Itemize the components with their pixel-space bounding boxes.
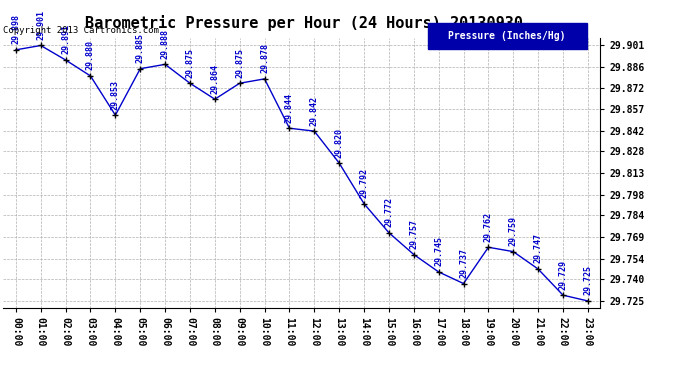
Text: Pressure (Inches/Hg): Pressure (Inches/Hg) bbox=[448, 31, 566, 40]
Text: 29.762: 29.762 bbox=[484, 212, 493, 242]
Text: 29.820: 29.820 bbox=[335, 128, 344, 158]
Text: 29.842: 29.842 bbox=[310, 96, 319, 126]
Text: 29.875: 29.875 bbox=[235, 48, 244, 78]
Text: 29.729: 29.729 bbox=[558, 260, 567, 290]
Text: 29.772: 29.772 bbox=[384, 197, 393, 227]
Text: 29.853: 29.853 bbox=[111, 80, 120, 110]
Text: 29.759: 29.759 bbox=[509, 216, 518, 246]
Text: 29.875: 29.875 bbox=[186, 48, 195, 78]
Text: 29.888: 29.888 bbox=[161, 29, 170, 59]
Text: 29.880: 29.880 bbox=[86, 40, 95, 70]
Text: 29.745: 29.745 bbox=[434, 236, 443, 266]
Text: 29.885: 29.885 bbox=[136, 33, 145, 63]
Text: Barometric Pressure per Hour (24 Hours) 20130930: Barometric Pressure per Hour (24 Hours) … bbox=[85, 15, 522, 31]
Text: 29.878: 29.878 bbox=[260, 44, 269, 74]
Text: 29.792: 29.792 bbox=[359, 168, 368, 198]
Text: 29.864: 29.864 bbox=[210, 64, 219, 94]
Text: 29.901: 29.901 bbox=[37, 10, 46, 40]
Text: Copyright 2013 Cartronics.com: Copyright 2013 Cartronics.com bbox=[3, 26, 159, 35]
Text: 29.891: 29.891 bbox=[61, 24, 70, 54]
Text: 29.725: 29.725 bbox=[583, 266, 593, 296]
Text: 29.898: 29.898 bbox=[11, 14, 21, 44]
Text: 29.737: 29.737 bbox=[459, 248, 468, 278]
Text: 29.844: 29.844 bbox=[285, 93, 294, 123]
Text: 29.747: 29.747 bbox=[533, 234, 542, 264]
Text: 29.757: 29.757 bbox=[409, 219, 418, 249]
